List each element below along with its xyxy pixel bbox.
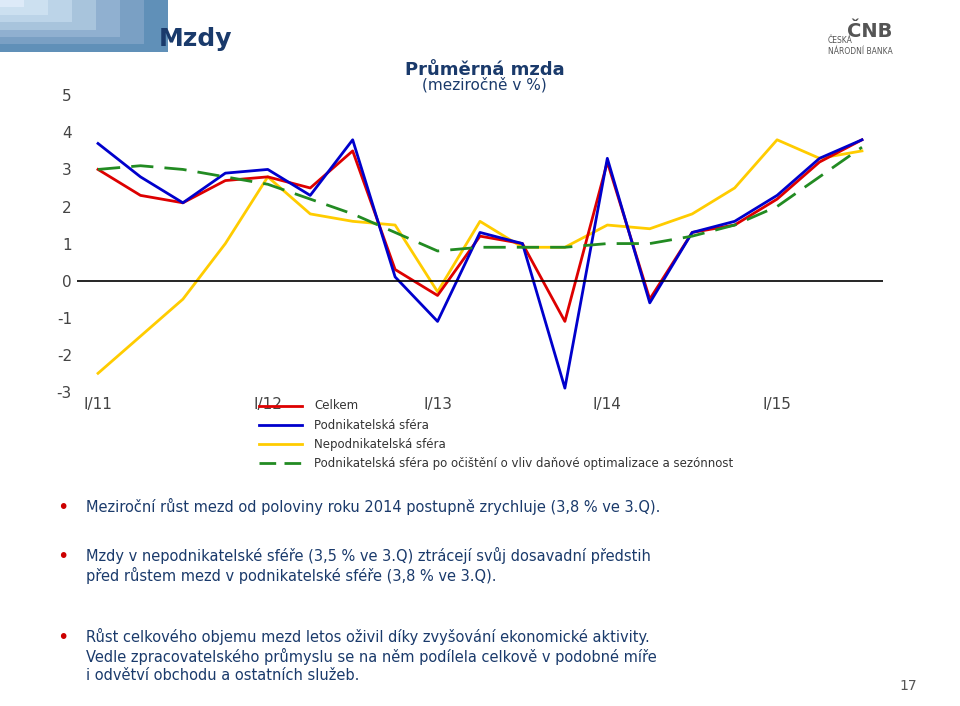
Text: Meziroční růst mezd od poloviny roku 2014 postupně zrychluje (3,8 % ve 3.Q).: Meziroční růst mezd od poloviny roku 201… [86, 498, 660, 515]
Text: 17: 17 [900, 679, 917, 693]
Text: •: • [57, 628, 68, 647]
Text: ČESKÁ
NÁRODNÍ BANKA: ČESKÁ NÁRODNÍ BANKA [828, 36, 893, 56]
Bar [0, 0, 120, 37]
Text: •: • [57, 498, 68, 517]
Bar [0, 0, 48, 15]
Text: Mzdy v nepodnikatelské sféře (3,5 % ve 3.Q) ztrácejí svůj dosavadní předstih
pře: Mzdy v nepodnikatelské sféře (3,5 % ve 3… [86, 547, 651, 584]
Text: Průměrná mzda: Průměrná mzda [405, 61, 564, 79]
Bar [0, 0, 168, 52]
Bar [0, 0, 144, 44]
Text: (meziročně v %): (meziročně v %) [422, 77, 547, 92]
Text: ČNB: ČNB [848, 23, 893, 41]
Bar [0, 0, 24, 7]
Text: Podnikatelská sféra: Podnikatelská sféra [314, 419, 429, 431]
Bar [0, 0, 72, 22]
Text: •: • [57, 547, 68, 566]
Text: Nepodnikatelská sféra: Nepodnikatelská sféra [314, 438, 445, 450]
Text: Celkem: Celkem [314, 400, 358, 412]
Bar [0, 0, 96, 30]
Text: Růst celkového objemu mezd letos oživil díky zvyšování ekonomické aktivity.
Vedl: Růst celkového objemu mezd letos oživil … [86, 628, 658, 683]
Text: Mzdy: Mzdy [158, 27, 232, 51]
Text: Podnikatelská sféra po očištění o vliv daňové optimalizace a sezónnost: Podnikatelská sféra po očištění o vliv d… [314, 457, 733, 469]
